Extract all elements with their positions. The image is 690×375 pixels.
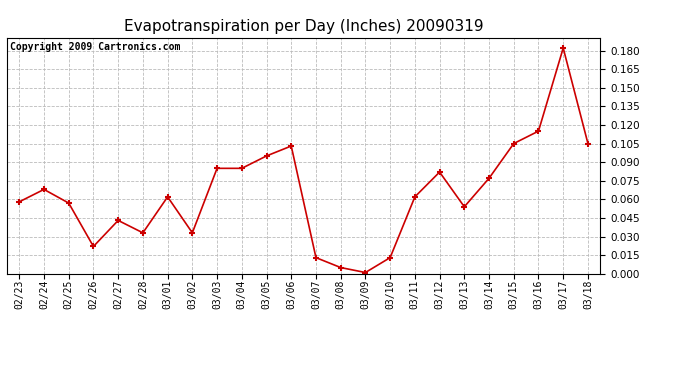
Text: Evapotranspiration per Day (Inches) 20090319: Evapotranspiration per Day (Inches) 2009… bbox=[124, 19, 484, 34]
Text: Copyright 2009 Cartronics.com: Copyright 2009 Cartronics.com bbox=[10, 42, 180, 52]
